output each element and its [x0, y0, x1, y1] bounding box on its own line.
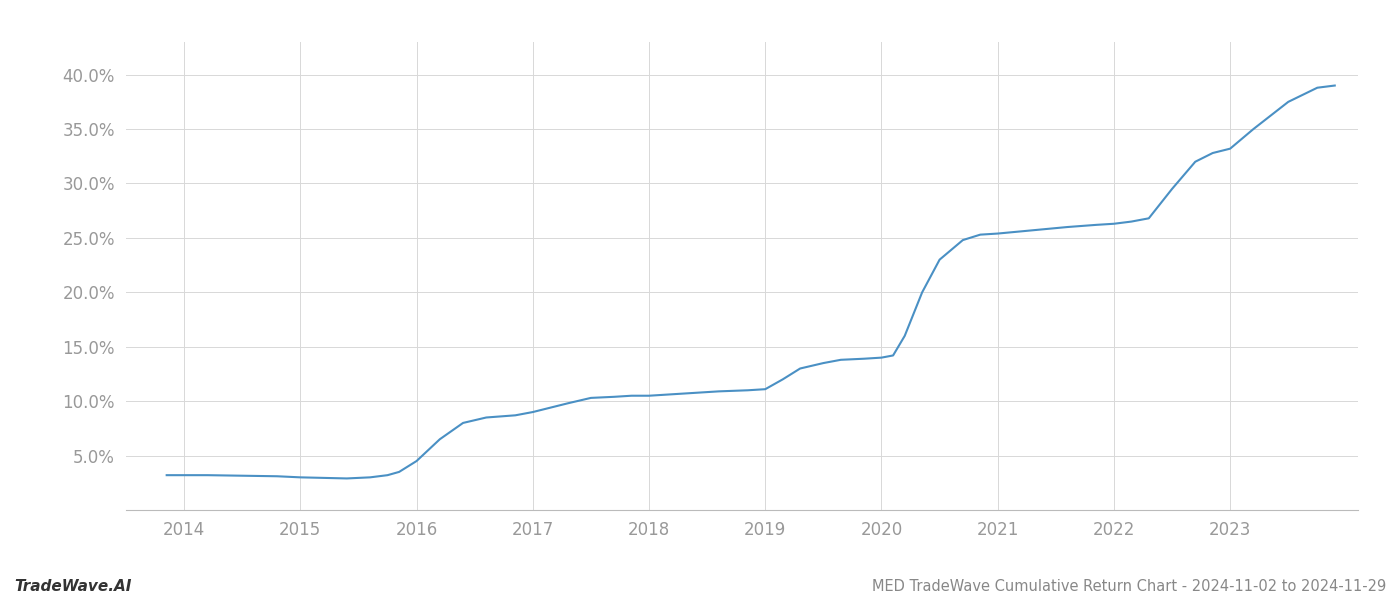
- Text: TradeWave.AI: TradeWave.AI: [14, 579, 132, 594]
- Text: MED TradeWave Cumulative Return Chart - 2024-11-02 to 2024-11-29: MED TradeWave Cumulative Return Chart - …: [872, 579, 1386, 594]
